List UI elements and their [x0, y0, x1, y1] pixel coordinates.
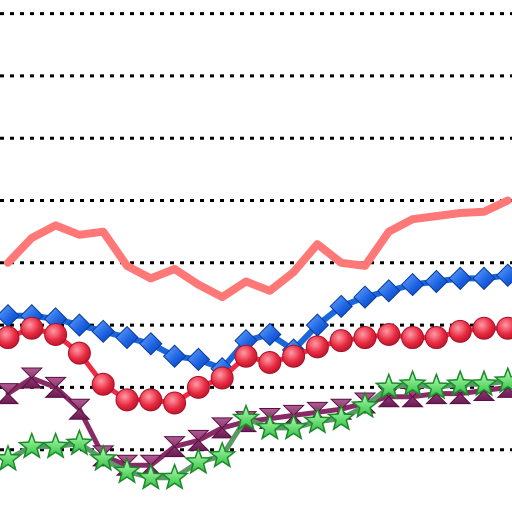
- series-2-point-7: [139, 332, 163, 356]
- series-5-point-1: [0, 443, 23, 472]
- series-4-point-2: [20, 367, 44, 389]
- series-3-point-21: [472, 316, 496, 340]
- series-2-point-18: [400, 272, 425, 297]
- series-4-line: [5, 375, 511, 468]
- series-3-point-9: [186, 375, 210, 399]
- series-3-point-18: [401, 326, 425, 350]
- series-5-point-3: [41, 431, 71, 459]
- series-5-point-5: [88, 443, 118, 472]
- series-5-point-9: [183, 447, 213, 475]
- series-5-point-21: [469, 369, 499, 397]
- series-4-point-4: [68, 398, 91, 420]
- series-5-point-12: [255, 412, 285, 441]
- series-4-point-10: [210, 417, 234, 439]
- series-4-point-8: [163, 436, 186, 458]
- series-2-point-8: [162, 344, 187, 368]
- series-5-point-11: [231, 403, 261, 431]
- series-3: [0, 316, 512, 415]
- series-3-point-16: [353, 326, 377, 350]
- series-5-point-6: [112, 456, 142, 484]
- series-3-point-10: [210, 366, 234, 390]
- series-3-point-1: [0, 326, 20, 350]
- series-3-point-15: [329, 329, 353, 353]
- series-3-point-11: [234, 344, 258, 368]
- series-5-point-7: [136, 462, 166, 491]
- series-1-line: [4, 196, 512, 302]
- series-5-point-20: [445, 369, 475, 397]
- series-5-point-13: [279, 412, 309, 441]
- series-2-point-15: [329, 294, 353, 319]
- series-2-point-22: [496, 263, 512, 287]
- series-3-point-13: [282, 344, 306, 368]
- series-5-point-16: [350, 390, 380, 419]
- series-5-point-8: [160, 462, 190, 491]
- series-3-point-14: [305, 335, 329, 359]
- series-5-point-14: [302, 406, 332, 434]
- series-2-point-21: [472, 266, 496, 291]
- series-2-point-1: [0, 304, 20, 328]
- series-3-point-17: [377, 322, 401, 346]
- series-2-point-4: [67, 313, 92, 337]
- series-2-point-20: [448, 266, 472, 291]
- series-3-point-5: [91, 372, 115, 396]
- series-2-point-17: [377, 279, 401, 303]
- series-5-point-17: [374, 372, 404, 400]
- series-2-point-9: [186, 347, 211, 372]
- series-2-point-16: [353, 285, 377, 309]
- series-2-line: [5, 272, 511, 372]
- series-3-point-8: [163, 391, 187, 415]
- series-5-point-22: [493, 366, 512, 394]
- series-2-point-12: [258, 322, 282, 347]
- series-3-point-22: [496, 316, 512, 340]
- series-3-point-20: [448, 319, 472, 343]
- series-3-point-2: [20, 316, 44, 340]
- series-3-line: [5, 325, 511, 406]
- series-1: [4, 196, 512, 302]
- series-layer: [0, 196, 512, 491]
- series-3-point-19: [424, 326, 448, 350]
- series-2-point-5: [91, 319, 115, 344]
- series-5-point-4: [64, 428, 94, 456]
- series-3-point-3: [44, 322, 68, 346]
- series-2-point-6: [115, 325, 139, 350]
- series-3-point-6: [115, 388, 139, 412]
- series-5: [0, 366, 512, 491]
- series-5-point-15: [326, 403, 356, 431]
- series-4-point-1: [0, 383, 20, 405]
- series-2-point-19: [424, 269, 449, 294]
- series-4-point-3: [44, 376, 67, 398]
- series-3-point-7: [139, 388, 163, 412]
- series-5-point-19: [421, 372, 451, 400]
- series-5-point-18: [398, 369, 428, 397]
- series-3-point-12: [258, 350, 282, 374]
- series-5-point-10: [207, 440, 237, 469]
- series-5-point-2: [17, 431, 47, 459]
- series-3-point-4: [67, 341, 91, 365]
